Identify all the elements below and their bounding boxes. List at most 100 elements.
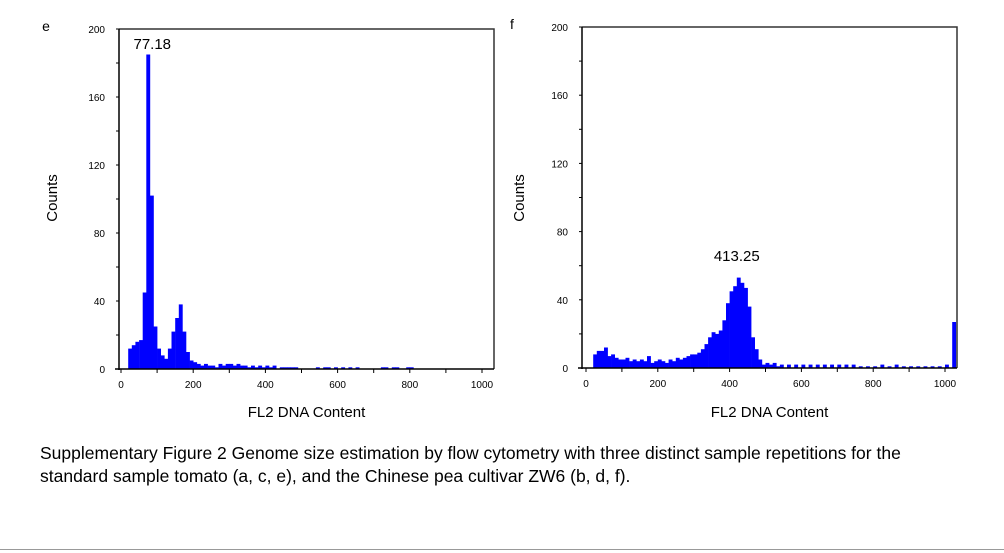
page-divider bbox=[0, 549, 1004, 550]
histogram-bar bbox=[894, 364, 899, 368]
histogram-bar bbox=[754, 349, 759, 368]
histogram-bar bbox=[167, 348, 172, 369]
histogram-bar bbox=[236, 363, 241, 369]
histogram-bar bbox=[794, 364, 799, 368]
histogram-bar bbox=[222, 365, 226, 369]
histogram-bar bbox=[733, 286, 738, 368]
histogram-bar bbox=[937, 366, 942, 368]
x-tick-label: 0 bbox=[583, 379, 589, 390]
histogram-bar bbox=[657, 359, 662, 368]
histogram-bar bbox=[171, 331, 176, 369]
histogram-bar bbox=[604, 347, 608, 368]
histogram-bar bbox=[761, 364, 766, 368]
histogram-bar bbox=[715, 333, 720, 368]
histogram-bar bbox=[866, 366, 870, 368]
histogram-bar bbox=[668, 359, 673, 368]
histogram-bar bbox=[211, 365, 216, 369]
histogram-bar bbox=[600, 350, 605, 368]
histogram-bar bbox=[391, 367, 396, 369]
histogram-bar bbox=[254, 367, 259, 369]
histogram-bar bbox=[639, 359, 644, 368]
y-tick-label: 120 bbox=[88, 161, 105, 172]
y-tick-label: 120 bbox=[551, 159, 568, 170]
histogram-bar bbox=[930, 366, 935, 368]
histogram-bar bbox=[294, 367, 299, 369]
x-tick-label: 200 bbox=[185, 380, 202, 391]
histogram-bar bbox=[643, 361, 648, 368]
histogram-bar bbox=[672, 361, 677, 368]
histogram-bar bbox=[722, 320, 727, 368]
histogram-bar bbox=[272, 365, 277, 369]
y-tick-label: 200 bbox=[551, 23, 568, 34]
histogram-bar bbox=[348, 367, 353, 369]
histogram-bar bbox=[258, 365, 263, 369]
histogram-bar bbox=[765, 362, 770, 368]
histogram-bar bbox=[690, 354, 694, 368]
histogram-bar bbox=[909, 366, 913, 368]
histogram-bar bbox=[146, 54, 151, 369]
histogram-bar bbox=[406, 367, 411, 369]
histogram-bar bbox=[625, 357, 630, 368]
histogram-bar bbox=[945, 364, 949, 368]
histogram-bar bbox=[247, 367, 252, 369]
histogram-bar bbox=[160, 355, 165, 369]
histogram-bar bbox=[629, 361, 633, 368]
histogram-bar bbox=[740, 282, 745, 369]
histogram-bar bbox=[380, 367, 385, 369]
histogram-bar bbox=[779, 364, 784, 368]
x-tick-label: 0 bbox=[118, 380, 124, 391]
y-tick-label: 40 bbox=[557, 296, 569, 307]
histogram-bar bbox=[729, 291, 734, 368]
y-tick-label: 0 bbox=[562, 364, 568, 375]
y-tick-label: 80 bbox=[94, 229, 106, 240]
histogram-bar bbox=[186, 352, 190, 369]
histogram-bar bbox=[808, 364, 813, 368]
x-tick-label: 200 bbox=[649, 379, 666, 390]
histogram-bar bbox=[279, 367, 284, 369]
histogram-bar bbox=[952, 322, 957, 368]
histogram-bar bbox=[744, 287, 748, 368]
x-tick-label: 800 bbox=[401, 380, 418, 391]
histogram-bar bbox=[164, 358, 169, 369]
histogram-bar bbox=[614, 357, 619, 368]
histogram-bar bbox=[131, 345, 136, 369]
histogram-bar bbox=[251, 365, 255, 369]
histogram-bar bbox=[772, 362, 777, 368]
histogram-bar bbox=[135, 341, 140, 369]
histogram-bar bbox=[189, 360, 194, 369]
histogram-bar bbox=[214, 367, 219, 369]
histogram-bar bbox=[395, 367, 400, 369]
plot-frame bbox=[582, 26, 958, 368]
histogram-bar bbox=[758, 359, 763, 368]
histogram-bar bbox=[153, 326, 158, 369]
panel-label: e bbox=[42, 18, 50, 34]
y-axis-label: Counts bbox=[511, 174, 528, 222]
y-tick-label: 200 bbox=[88, 25, 105, 36]
histogram-bar bbox=[647, 356, 651, 368]
y-tick-label: 160 bbox=[88, 93, 105, 104]
histogram-bar bbox=[718, 330, 723, 368]
x-tick-label: 400 bbox=[721, 379, 738, 390]
histogram-bar bbox=[830, 364, 834, 368]
x-tick-label: 600 bbox=[329, 380, 346, 391]
histogram-bar bbox=[139, 340, 143, 369]
histogram-bar bbox=[837, 364, 842, 368]
x-tick-label: 1000 bbox=[471, 380, 494, 391]
histogram-bar bbox=[334, 367, 338, 369]
histogram-bar bbox=[776, 366, 781, 368]
histogram-bar bbox=[851, 364, 856, 368]
histogram-bar bbox=[650, 362, 655, 368]
histogram-bar bbox=[341, 367, 346, 369]
histogram-bar bbox=[207, 365, 212, 369]
histogram-bar bbox=[193, 362, 198, 369]
y-tick-label: 40 bbox=[94, 297, 106, 308]
histogram-bar bbox=[243, 365, 248, 369]
x-axis-label: FL2 DNA Content bbox=[248, 404, 366, 421]
histogram-bar bbox=[323, 367, 328, 369]
histogram-bar bbox=[858, 366, 863, 368]
histogram-bar bbox=[700, 349, 705, 368]
histogram-bar bbox=[711, 332, 716, 368]
histogram-bar bbox=[409, 367, 414, 369]
x-tick-label: 400 bbox=[257, 380, 274, 391]
peak-value-label: 77.18 bbox=[133, 36, 171, 53]
